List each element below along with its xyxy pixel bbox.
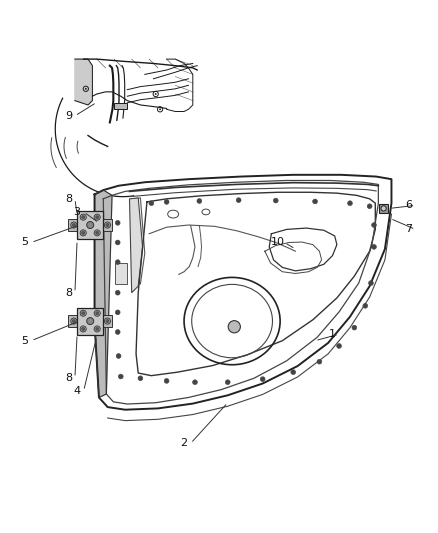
Circle shape <box>368 281 373 286</box>
Circle shape <box>82 216 85 219</box>
Circle shape <box>85 88 87 90</box>
Circle shape <box>73 320 75 322</box>
FancyBboxPatch shape <box>101 316 112 327</box>
Circle shape <box>159 108 161 110</box>
Polygon shape <box>75 59 92 105</box>
Circle shape <box>96 312 99 314</box>
Circle shape <box>228 321 240 333</box>
Circle shape <box>87 318 94 325</box>
Circle shape <box>94 230 100 236</box>
Circle shape <box>94 214 100 220</box>
Circle shape <box>104 318 110 324</box>
Circle shape <box>115 260 120 264</box>
Circle shape <box>236 198 241 203</box>
Circle shape <box>115 290 120 295</box>
Bar <box>115 263 127 284</box>
Circle shape <box>273 198 278 203</box>
Text: 8: 8 <box>65 194 72 204</box>
Text: 8: 8 <box>65 373 72 383</box>
FancyBboxPatch shape <box>78 212 103 239</box>
Circle shape <box>225 380 230 385</box>
Circle shape <box>80 214 86 220</box>
FancyBboxPatch shape <box>68 220 80 231</box>
Circle shape <box>118 374 123 379</box>
Circle shape <box>313 199 318 204</box>
Circle shape <box>94 326 100 332</box>
Circle shape <box>115 240 120 245</box>
Text: 5: 5 <box>21 336 28 346</box>
Text: 9: 9 <box>65 111 72 121</box>
Circle shape <box>149 201 154 206</box>
Circle shape <box>371 223 376 228</box>
Circle shape <box>94 310 100 316</box>
Circle shape <box>291 370 296 375</box>
Circle shape <box>96 216 99 219</box>
Circle shape <box>115 221 120 225</box>
Text: 8: 8 <box>65 288 72 298</box>
Text: 2: 2 <box>180 438 187 448</box>
Circle shape <box>164 199 169 204</box>
FancyBboxPatch shape <box>68 316 80 327</box>
Polygon shape <box>95 190 112 398</box>
Circle shape <box>73 224 75 227</box>
Circle shape <box>317 359 322 364</box>
Circle shape <box>138 376 143 381</box>
Text: 6: 6 <box>406 200 413 211</box>
Text: 4: 4 <box>74 386 81 396</box>
Circle shape <box>82 231 85 234</box>
Circle shape <box>115 310 120 315</box>
Circle shape <box>80 326 86 332</box>
Circle shape <box>371 245 376 249</box>
FancyBboxPatch shape <box>101 220 112 231</box>
Circle shape <box>104 222 110 228</box>
Bar <box>379 204 389 213</box>
Circle shape <box>164 378 169 383</box>
Circle shape <box>193 380 198 385</box>
Circle shape <box>155 93 157 95</box>
Circle shape <box>71 318 77 324</box>
Circle shape <box>337 344 342 349</box>
Circle shape <box>381 206 386 211</box>
Circle shape <box>80 230 86 236</box>
Circle shape <box>352 325 357 330</box>
Circle shape <box>96 328 99 330</box>
Circle shape <box>116 353 121 358</box>
Circle shape <box>115 329 120 334</box>
Circle shape <box>82 328 85 330</box>
FancyBboxPatch shape <box>78 308 103 335</box>
Circle shape <box>106 320 109 322</box>
Circle shape <box>82 312 85 314</box>
Circle shape <box>260 377 265 382</box>
Text: 7: 7 <box>405 224 413 235</box>
Circle shape <box>71 222 77 228</box>
Circle shape <box>197 199 202 204</box>
Text: 5: 5 <box>21 238 28 247</box>
Polygon shape <box>114 103 127 109</box>
Circle shape <box>96 231 99 234</box>
Text: 10: 10 <box>271 238 285 247</box>
Text: 3: 3 <box>74 207 81 217</box>
Circle shape <box>106 224 109 227</box>
Circle shape <box>348 201 353 206</box>
Text: 1: 1 <box>329 329 336 339</box>
Polygon shape <box>130 198 143 293</box>
Circle shape <box>80 310 86 316</box>
Circle shape <box>367 204 372 208</box>
Circle shape <box>87 222 94 229</box>
Circle shape <box>363 303 367 308</box>
